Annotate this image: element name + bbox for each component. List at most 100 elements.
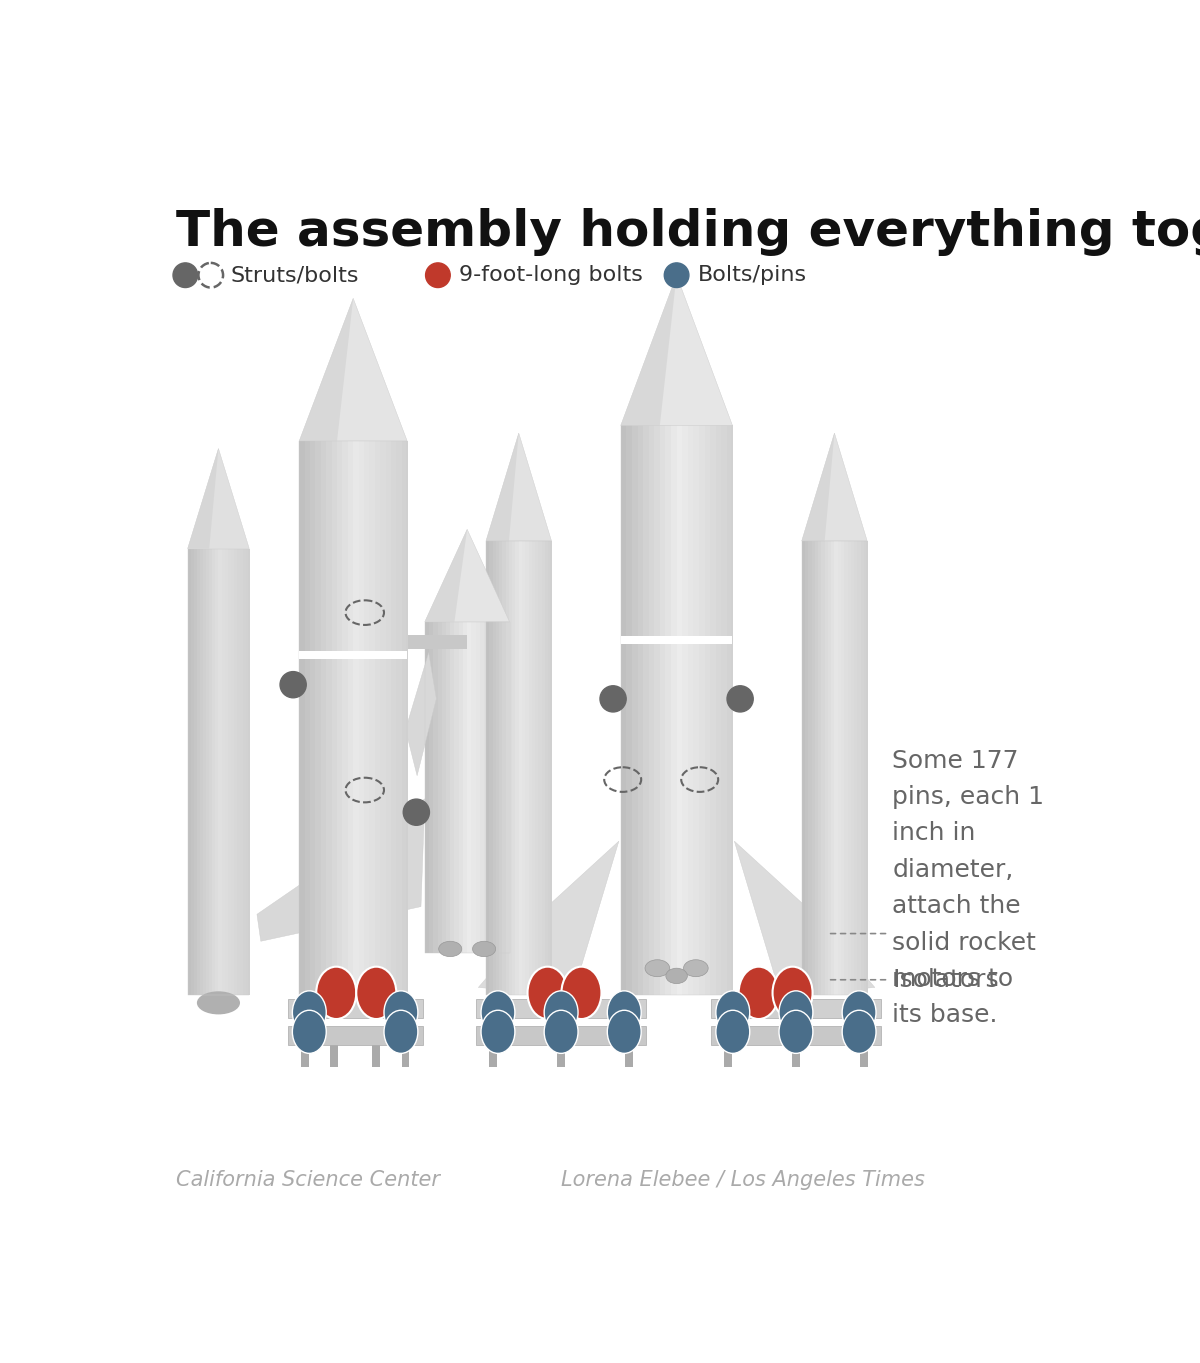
Ellipse shape (384, 1010, 418, 1054)
Bar (372, 1045, 380, 1067)
Bar (710, 425, 716, 995)
Bar (652, 617, 658, 866)
Bar (666, 425, 672, 995)
Bar (620, 637, 732, 643)
Bar (656, 617, 662, 866)
Bar (802, 541, 868, 995)
Bar (370, 440, 376, 995)
Text: Some 177
pins, each 1
inch in
diameter,
attach the
solid rocket
motors to
its ba: Some 177 pins, each 1 inch in diameter, … (893, 748, 1044, 1028)
Bar (299, 652, 407, 660)
Bar (492, 541, 497, 995)
Bar (821, 541, 826, 995)
Bar (359, 440, 365, 995)
Circle shape (280, 672, 306, 698)
Polygon shape (299, 298, 353, 440)
Bar (647, 617, 653, 866)
Ellipse shape (684, 960, 708, 977)
Bar (707, 617, 713, 866)
Bar (450, 622, 455, 953)
Bar (337, 440, 343, 995)
Circle shape (403, 799, 430, 826)
Bar (811, 541, 816, 995)
Bar (200, 548, 204, 995)
Bar (541, 541, 546, 995)
Bar (342, 440, 348, 995)
Ellipse shape (842, 991, 876, 1035)
Bar (191, 548, 194, 995)
Bar (694, 425, 700, 995)
Bar (677, 425, 683, 995)
Bar (828, 541, 832, 995)
Bar (518, 541, 523, 995)
Bar (725, 1045, 732, 1067)
Ellipse shape (481, 1010, 515, 1054)
Bar (721, 425, 727, 995)
Bar (851, 541, 854, 995)
Bar (682, 617, 688, 866)
Bar (721, 617, 727, 866)
Bar (396, 440, 402, 995)
Bar (194, 548, 198, 995)
Ellipse shape (384, 991, 418, 1035)
Bar (502, 622, 506, 953)
Bar (637, 425, 644, 995)
Bar (326, 440, 332, 995)
Bar (845, 541, 848, 995)
Bar (288, 1026, 422, 1045)
Ellipse shape (607, 1010, 641, 1054)
Bar (472, 622, 476, 953)
Ellipse shape (607, 991, 641, 1035)
Bar (463, 622, 468, 953)
Bar (857, 541, 862, 995)
Bar (671, 425, 677, 995)
Ellipse shape (646, 960, 670, 977)
Bar (860, 541, 865, 995)
Polygon shape (299, 298, 407, 440)
Bar (402, 440, 408, 995)
Bar (330, 1045, 338, 1067)
Bar (438, 622, 443, 953)
Ellipse shape (544, 1010, 578, 1054)
Ellipse shape (716, 991, 750, 1035)
Bar (391, 440, 397, 995)
Bar (458, 622, 463, 953)
Bar (203, 548, 206, 995)
Bar (455, 622, 460, 953)
Bar (654, 425, 661, 995)
Bar (545, 541, 548, 995)
Bar (688, 425, 694, 995)
Bar (539, 541, 542, 995)
Bar (528, 541, 533, 995)
Polygon shape (187, 448, 218, 548)
Bar (716, 617, 722, 866)
Bar (206, 548, 210, 995)
Bar (661, 617, 667, 866)
Bar (310, 440, 317, 995)
Polygon shape (257, 799, 425, 942)
Bar (660, 425, 666, 995)
Bar (385, 440, 391, 995)
Bar (636, 617, 642, 866)
Bar (475, 622, 481, 953)
Circle shape (727, 686, 754, 711)
Polygon shape (486, 433, 552, 541)
Ellipse shape (293, 991, 326, 1035)
Text: Isolators: Isolators (893, 968, 998, 992)
Bar (818, 541, 822, 995)
Ellipse shape (481, 991, 515, 1035)
Bar (496, 541, 500, 995)
Circle shape (173, 263, 198, 288)
Polygon shape (734, 841, 875, 995)
Bar (643, 425, 649, 995)
Bar (854, 541, 858, 995)
Bar (626, 617, 727, 866)
Bar (532, 541, 536, 995)
Bar (505, 622, 510, 953)
Bar (805, 541, 809, 995)
Bar (364, 440, 370, 995)
Bar (486, 541, 552, 995)
Text: California Science Center: California Science Center (176, 1169, 440, 1190)
Bar (486, 541, 490, 995)
Bar (476, 1026, 646, 1045)
Polygon shape (187, 448, 250, 548)
